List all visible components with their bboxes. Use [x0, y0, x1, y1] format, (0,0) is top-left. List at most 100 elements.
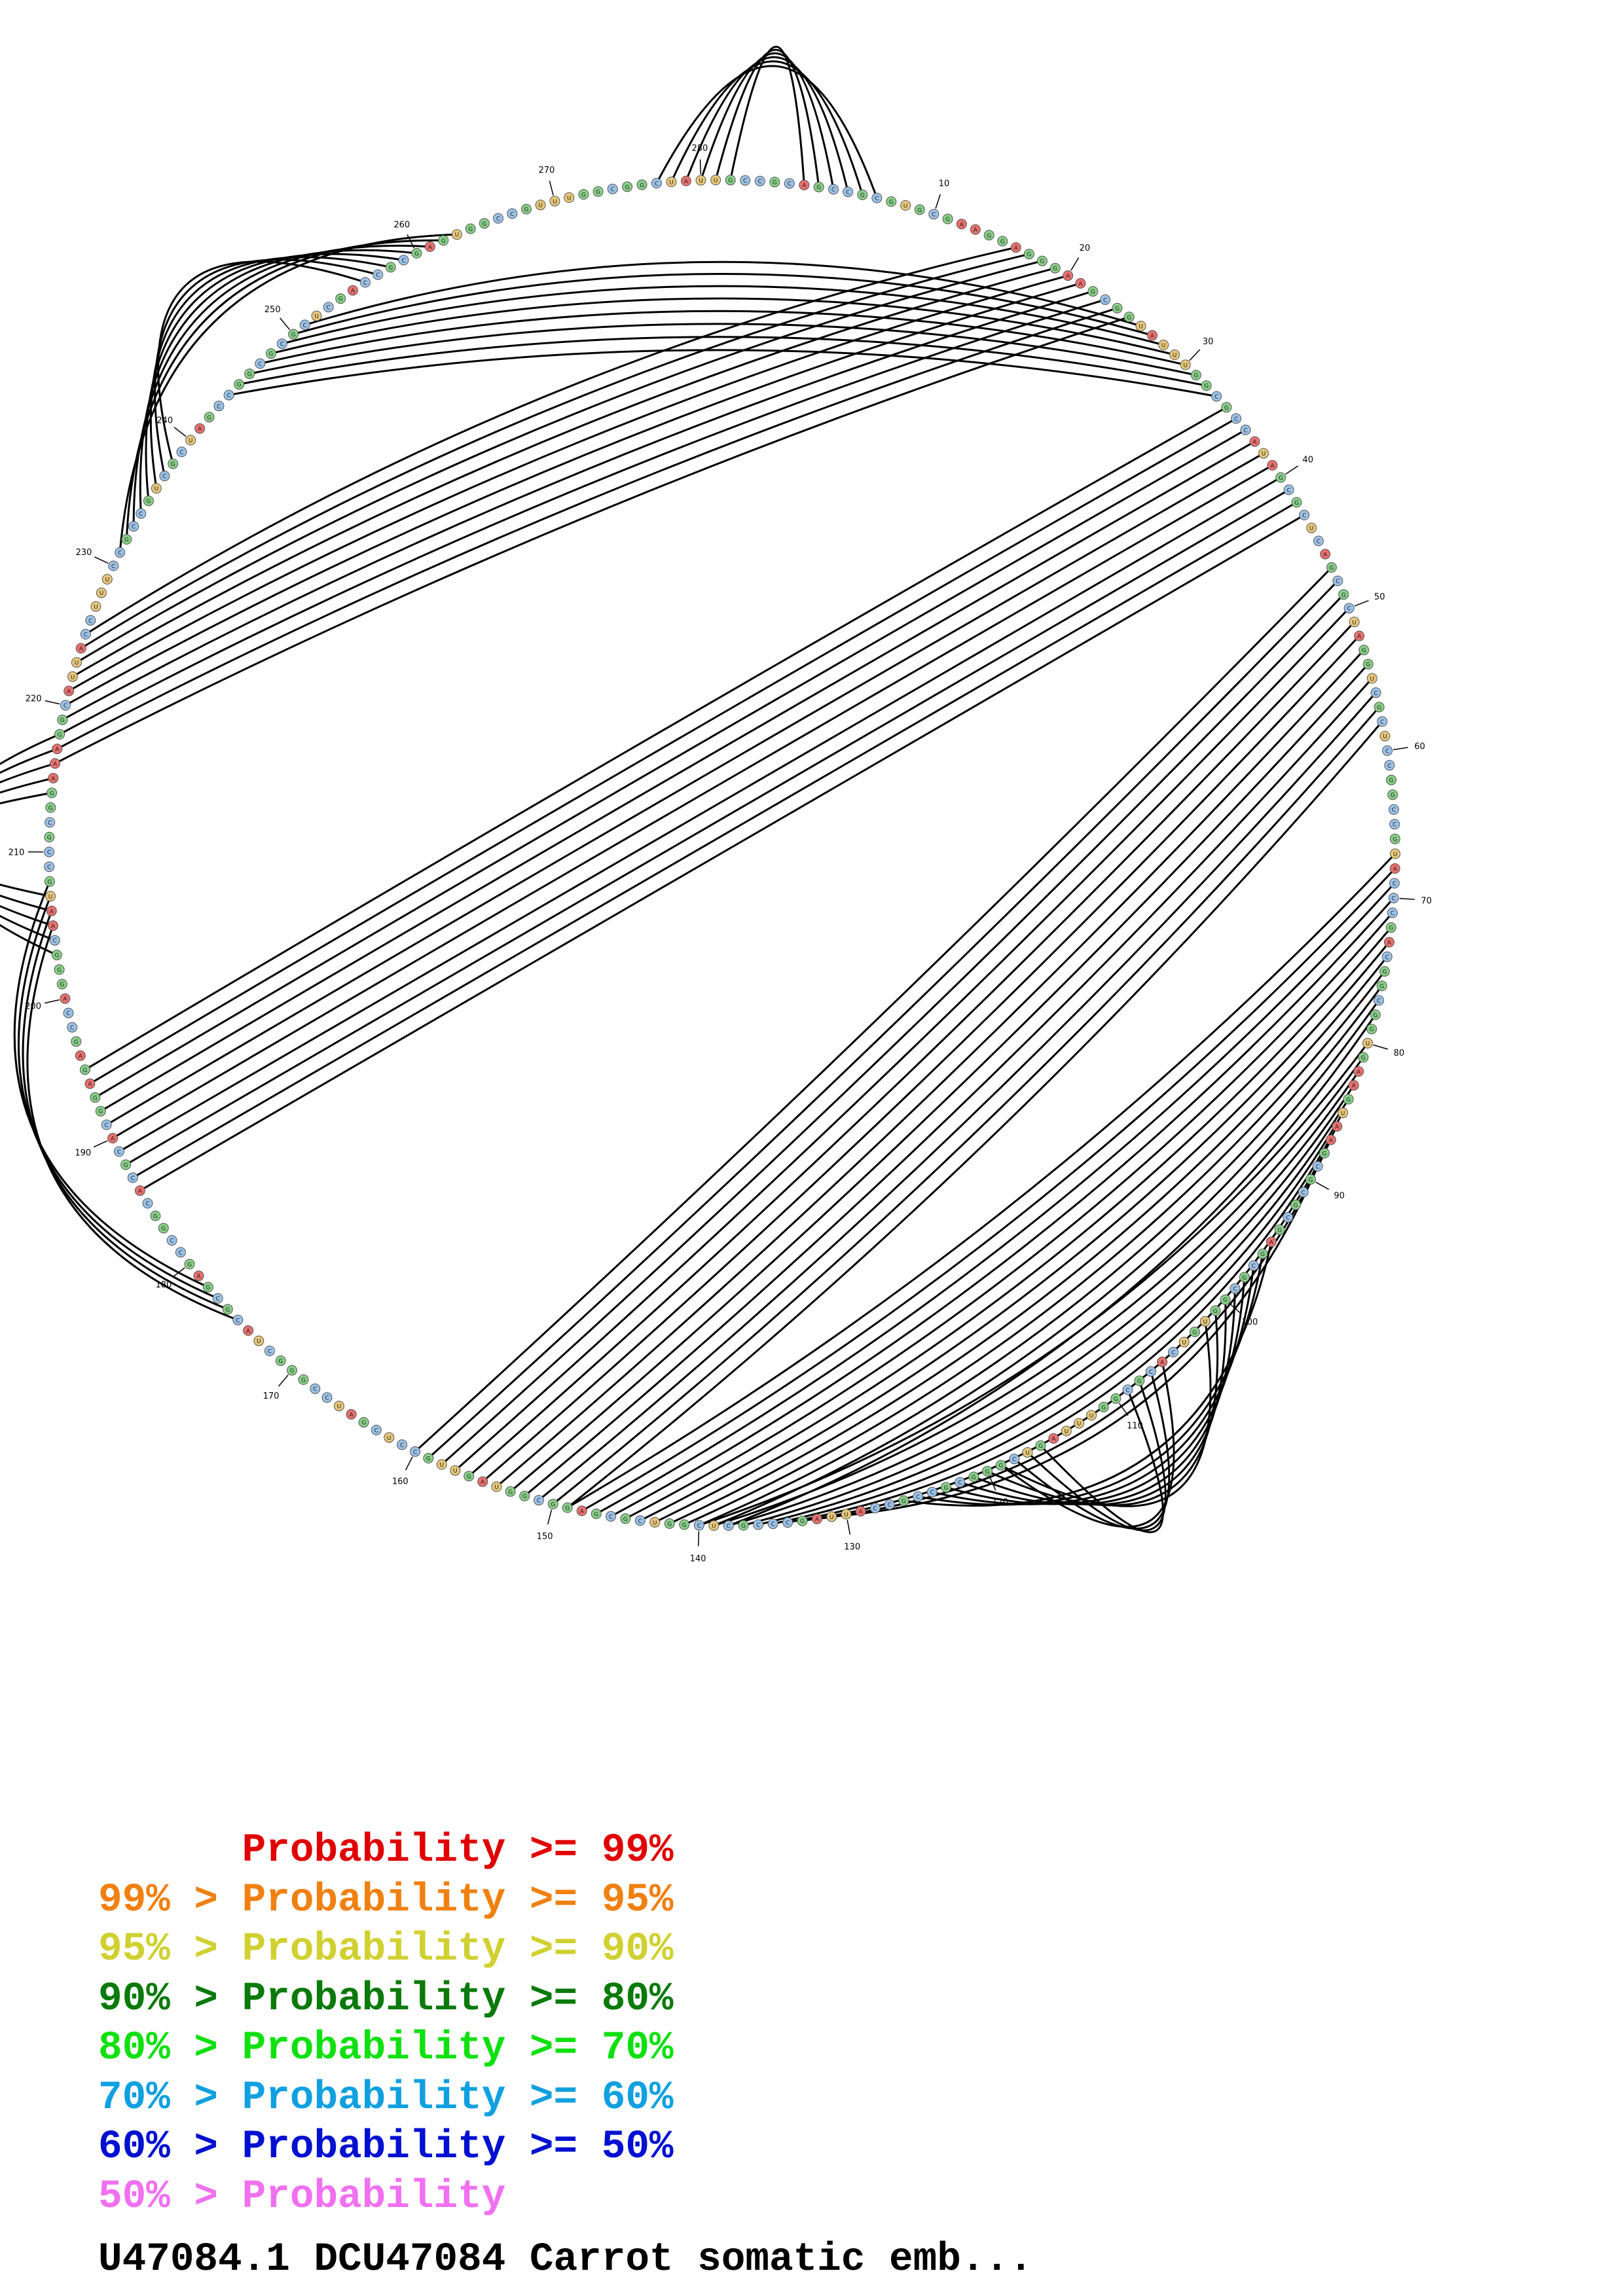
- nucleotide: U: [436, 1459, 447, 1470]
- nucleotide: C: [1381, 951, 1393, 962]
- svg-text:A: A: [1270, 463, 1275, 469]
- svg-text:U: U: [100, 590, 104, 597]
- svg-text:U: U: [494, 1484, 499, 1491]
- nucleotide: G: [143, 495, 154, 507]
- base-pair-arc: [684, 971, 1386, 1526]
- nucleotide: G: [519, 1490, 530, 1501]
- svg-text:U: U: [1173, 353, 1177, 359]
- nucleotide: G: [813, 181, 824, 192]
- nucleotide: G: [298, 1374, 309, 1385]
- svg-text:G: G: [1114, 1396, 1118, 1403]
- svg-text:U: U: [1203, 1319, 1208, 1325]
- base-pair-arc: [59, 298, 1106, 736]
- nucleotide: C: [955, 1477, 966, 1488]
- tick-label: 130: [844, 1543, 860, 1552]
- svg-text:G: G: [98, 1109, 103, 1115]
- svg-text:A: A: [1150, 333, 1155, 340]
- svg-text:A: A: [1014, 245, 1019, 252]
- nucleotide: A: [243, 1325, 254, 1336]
- svg-text:G: G: [1389, 925, 1393, 932]
- svg-text:G: G: [225, 1307, 230, 1314]
- svg-text:A: A: [1357, 1069, 1361, 1076]
- svg-text:C: C: [771, 1522, 775, 1528]
- nucleotide: G: [1098, 1401, 1109, 1412]
- base-pair-arc: [757, 1098, 1349, 1526]
- svg-text:C: C: [496, 216, 500, 223]
- svg-text:U: U: [71, 674, 75, 681]
- svg-text:C: C: [510, 211, 514, 218]
- svg-text:G: G: [551, 1502, 555, 1509]
- nucleotide: C: [44, 846, 54, 857]
- svg-text:G: G: [1370, 1027, 1374, 1033]
- nucleotide: C: [166, 1235, 177, 1246]
- nucleotide: C: [754, 175, 765, 187]
- base-pair-arc: [0, 762, 56, 927]
- base-pair-arc: [132, 501, 1298, 1179]
- base-pair-arc: [713, 999, 1380, 1527]
- nucleotide: A: [1354, 630, 1365, 641]
- svg-text:U: U: [1383, 734, 1387, 740]
- svg-text:G: G: [1137, 1378, 1142, 1385]
- svg-text:U: U: [669, 179, 674, 186]
- svg-text:U: U: [1025, 1450, 1030, 1457]
- svg-text:C: C: [537, 1498, 541, 1505]
- nucleotide: C: [1374, 995, 1384, 1006]
- base-pair-arc: [454, 607, 1350, 1471]
- svg-text:A: A: [53, 761, 58, 768]
- svg-text:C: C: [280, 342, 284, 348]
- nucleotide: C: [1384, 760, 1395, 771]
- tick-label: 200: [25, 1002, 41, 1012]
- svg-text:C: C: [1377, 998, 1381, 1005]
- base-pair-arc: [773, 1112, 1344, 1525]
- tick-line: [405, 1456, 413, 1471]
- svg-text:G: G: [1194, 373, 1198, 380]
- nucleotide: G: [1359, 645, 1370, 656]
- svg-text:A: A: [960, 222, 964, 228]
- svg-text:C: C: [327, 305, 331, 312]
- nucleotide: G: [914, 204, 925, 215]
- svg-text:G: G: [54, 953, 59, 960]
- nucleotide: G: [57, 714, 68, 725]
- probability-legend: Probability >= 99% 99% > Probability >= 9…: [98, 1826, 1277, 2221]
- base-pair-arc: [917, 1253, 1264, 1506]
- svg-text:G: G: [1115, 306, 1120, 312]
- svg-text:U: U: [387, 1435, 392, 1442]
- base-pair-arc: [496, 649, 1365, 1488]
- nucleotide: C: [128, 521, 139, 532]
- nucleotide: G: [479, 218, 490, 229]
- svg-text:C: C: [638, 1518, 642, 1525]
- tick-line: [1189, 349, 1201, 361]
- nucleotide: C: [44, 861, 55, 872]
- nucleotide: A: [48, 772, 59, 783]
- nucleotide: C: [232, 1314, 244, 1325]
- nucleotide: C: [49, 935, 60, 946]
- base-pair-arc: [68, 274, 1068, 692]
- base-pair-arc: [100, 440, 1256, 1112]
- nucleotide: G: [51, 950, 62, 961]
- nucleotide: C: [1248, 1260, 1259, 1271]
- svg-text:C: C: [117, 1149, 121, 1156]
- tick-label: 90: [1334, 1191, 1345, 1201]
- nucleotide: U: [710, 175, 721, 185]
- svg-text:U: U: [439, 1462, 444, 1469]
- nucleotide: G: [1220, 1294, 1231, 1305]
- nucleotide: G: [941, 1482, 951, 1493]
- svg-text:C: C: [1252, 1263, 1256, 1270]
- nucleotide: G: [464, 1471, 475, 1482]
- nucleotide: A: [52, 744, 63, 755]
- nucleotide: U: [649, 1516, 661, 1528]
- nucleotide: G: [578, 189, 589, 200]
- tick-label: 40: [1302, 456, 1313, 465]
- tick-line: [45, 700, 60, 705]
- svg-text:U: U: [903, 203, 908, 209]
- nucleotide: G: [1275, 472, 1286, 483]
- base-pair-arc: [259, 310, 1186, 366]
- svg-text:C: C: [236, 1318, 240, 1324]
- nucleotide: C: [1145, 1366, 1156, 1377]
- svg-text:C: C: [1125, 1388, 1129, 1394]
- svg-text:U: U: [94, 604, 98, 611]
- base-pair-arc: [728, 1071, 1360, 1527]
- base-pair-arc: [65, 282, 1081, 706]
- svg-text:G: G: [800, 1518, 805, 1525]
- base-pair-arc: [699, 985, 1383, 1526]
